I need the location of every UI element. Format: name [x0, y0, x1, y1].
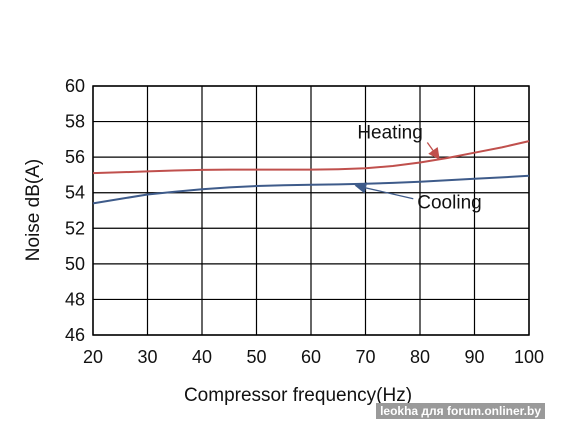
annotation-label-cooling: Cooling	[417, 193, 481, 214]
y-tick-label-46: 46	[65, 325, 85, 345]
x-axis-title: Compressor frequency(Hz)	[184, 385, 412, 406]
y-tick-label-56: 56	[65, 147, 85, 167]
x-tick-label-70: 70	[355, 347, 375, 367]
x-tick-label-20: 20	[83, 347, 103, 367]
annotation-arrow-cooling	[354, 182, 414, 200]
plot-grid	[92, 85, 530, 336]
x-tick-label-80: 80	[410, 347, 430, 367]
y-tick-label-60: 60	[65, 76, 85, 96]
y-tick-label-48: 48	[65, 289, 85, 309]
annotation-layer: Heating Cooling	[354, 122, 482, 214]
series-line-heating	[92, 140, 530, 175]
y-tick-label-52: 52	[65, 218, 85, 238]
series-line-cooling	[92, 174, 530, 205]
plot-frame	[92, 85, 530, 336]
x-tick-label-100: 100	[514, 347, 544, 367]
y-tick-label-54: 54	[65, 183, 85, 203]
y-axis-ticks: 46 48 50 52 54 56 58 60	[65, 76, 85, 345]
y-axis-title: Noise dB(A)	[23, 159, 44, 261]
watermark-label: leokha для forum.onliner.by	[376, 403, 545, 419]
annotation-arrow-heating	[426, 142, 440, 160]
x-tick-label-90: 90	[464, 347, 484, 367]
y-tick-label-50: 50	[65, 254, 85, 274]
series-layer	[92, 140, 530, 205]
y-tick-label-58: 58	[65, 112, 85, 132]
x-axis-ticks: 20 30 40 50 60 70 80 90 100	[83, 347, 544, 367]
x-tick-label-30: 30	[137, 347, 157, 367]
x-tick-label-50: 50	[246, 347, 266, 367]
x-tick-label-40: 40	[192, 347, 212, 367]
annotation-label-heating: Heating	[357, 122, 423, 143]
x-tick-label-60: 60	[301, 347, 321, 367]
